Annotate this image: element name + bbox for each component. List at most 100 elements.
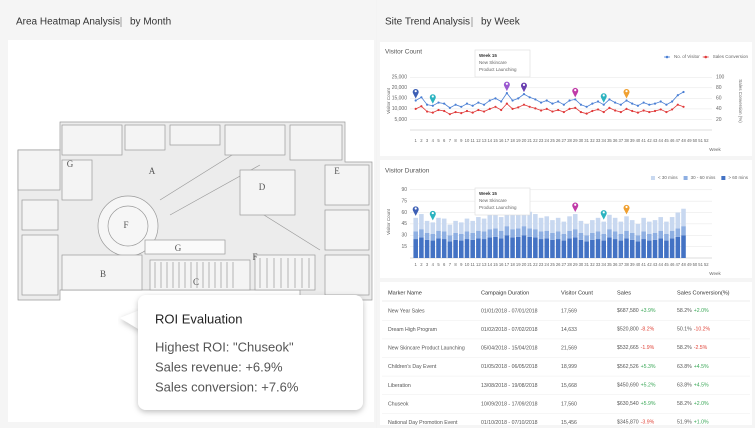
bar-segment (681, 208, 686, 227)
cell-value: $687,580 (617, 308, 639, 314)
cell-change: -2.5% (694, 346, 708, 352)
data-point (443, 102, 446, 105)
bar-segment (590, 232, 595, 240)
bar-segment (493, 228, 498, 237)
bar-segment (510, 214, 515, 230)
bar-segment (647, 240, 652, 258)
data-point (659, 100, 662, 103)
bar-segment (470, 232, 475, 240)
tooltip-title: Week 15 (479, 191, 497, 196)
bar-segment (441, 231, 447, 240)
x-tick-label: 44 (658, 138, 663, 143)
x-tick-label: 35 (607, 262, 612, 267)
bar-segment (419, 237, 424, 258)
table-cell: 21,569 (561, 346, 577, 352)
y-tick-label: 30 (401, 233, 407, 239)
data-point (500, 100, 503, 103)
x-tick-label: 34 (601, 138, 606, 143)
cell-value: $532,665 (617, 346, 639, 352)
bar-segment (504, 226, 510, 236)
x-tick-label: 49 (687, 262, 692, 267)
tooltip-line: Product Launching (479, 205, 517, 210)
x-tick-label: 47 (675, 138, 680, 143)
table-cell: Dream High Program (388, 327, 437, 333)
bar-segment (533, 214, 538, 230)
x-tick-label: 30 (579, 262, 584, 267)
bar-segment (652, 232, 658, 240)
x-axis-title: Week (709, 271, 721, 276)
data-point (420, 96, 423, 99)
data-point (608, 106, 611, 109)
cell-change: -8.2% (641, 327, 655, 333)
data-point (454, 103, 457, 106)
x-tick-label: 25 (550, 262, 555, 267)
data-point (636, 104, 640, 107)
data-point (608, 98, 611, 101)
bar-segment (413, 231, 418, 240)
data-point (579, 103, 583, 106)
bar-segment (567, 230, 572, 239)
y2-tick-label: 20 (716, 117, 722, 123)
table-cell: 58.2% +2.0% (677, 401, 709, 407)
room (239, 169, 296, 216)
event-marker-dot (431, 211, 434, 215)
bar-segment (550, 220, 555, 233)
data-point (591, 102, 594, 105)
x-tick-label: 35 (607, 138, 612, 143)
x-tick-label: 27 (562, 138, 567, 143)
data-point (596, 108, 600, 111)
table-cell: 51.9% +1.0% (677, 420, 709, 426)
data-point (420, 105, 423, 108)
room (149, 259, 251, 291)
bar-segment (515, 236, 521, 258)
event-marker (503, 81, 510, 92)
event-marker-dot (574, 203, 577, 206)
bar-segment (612, 231, 618, 240)
x-tick-label: 6 (443, 138, 446, 143)
x-tick-label: 49 (687, 138, 692, 143)
bar-segment (533, 237, 538, 258)
x-tick-label: 8 (454, 262, 457, 267)
data-point (488, 107, 491, 111)
cell-change: +2.0% (694, 308, 709, 314)
data-point (579, 110, 583, 114)
cell-change: +4.5% (694, 364, 709, 370)
x-tick-label: 9 (460, 138, 463, 143)
x-tick-label: 39 (630, 262, 635, 267)
bar-segment (538, 239, 544, 258)
y-axis-title: Visitor Count (386, 87, 391, 113)
x-tick-label: 20 (522, 262, 527, 267)
x-tick-label: 22 (533, 138, 538, 143)
table-cell: 18,999 (561, 364, 577, 370)
bar-segment (590, 220, 595, 233)
x-tick-label: 3 (426, 138, 429, 143)
x-tick-label: 41 (641, 262, 646, 267)
panel-period: by Week (481, 17, 521, 28)
bar-segment (555, 217, 561, 232)
room (324, 209, 370, 251)
data-point (471, 111, 474, 114)
data-point (568, 107, 571, 111)
table-cell: $532,665 -1.9% (617, 346, 655, 352)
bar-segment (555, 231, 561, 240)
bar-segment (544, 238, 550, 258)
x-tick-label: 34 (601, 262, 606, 267)
room (289, 124, 343, 161)
data-point (425, 103, 429, 106)
y-tick-label: 75 (401, 198, 407, 204)
table-cell: Children's Day Event (388, 364, 437, 370)
bar-segment (413, 239, 418, 258)
tooltip-box (474, 187, 531, 216)
cell-value: $450,690 (617, 383, 639, 389)
bar-segment (544, 216, 550, 231)
bar-segment (618, 221, 624, 234)
data-point (653, 109, 657, 113)
data-point (625, 99, 628, 102)
x-tick-label: 16 (499, 138, 504, 143)
y2-tick-label: 80 (716, 85, 722, 91)
bar-segment (447, 241, 453, 258)
bar-segment (618, 240, 624, 258)
x-tick-label: 38 (624, 262, 629, 267)
bar-segment (664, 240, 669, 258)
